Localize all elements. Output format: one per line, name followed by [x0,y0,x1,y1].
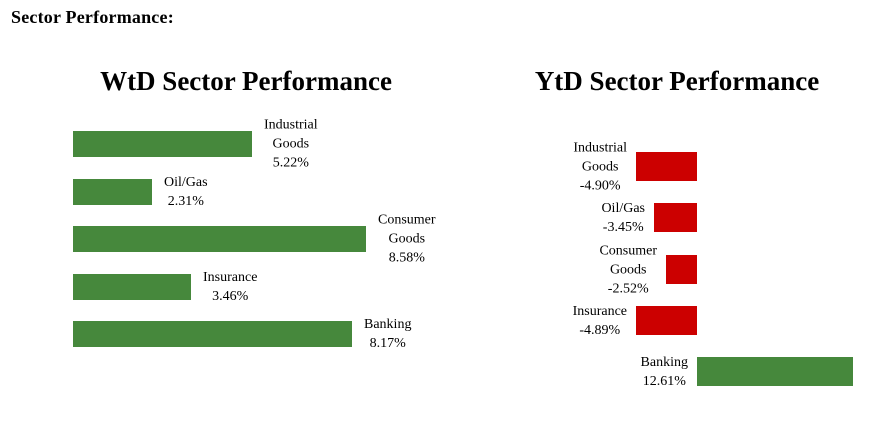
ytd-plot-area: Industrial Goods -4.90% Oil/Gas -3.45% Consum… [436,140,872,422]
category-line: Banking [640,354,688,370]
value-label-oil-gas: 2.31% [167,194,204,209]
value-label-consumer-goods: 8.58% [388,250,425,266]
ytd-sector-performance-chart: YtD Sector Performance Industrial Goods -4… [436,0,872,428]
bar-label-oil-gas: Oil/Gas 2.31% [164,173,208,211]
category-line: Goods [609,262,647,277]
bar-label-insurance: Insurance 3.46% [203,268,257,306]
wtd-sector-performance-chart: WtD Sector Performance Industrial Goods 5.… [0,66,436,401]
category-line: Consumer [378,212,436,228]
wtd-plot-area: Industrial Goods 5.22% Oil/Gas 2.31% Consumer… [0,118,436,401]
category-line: Goods [581,159,619,174]
bar-label-consumer-goods: Consumer Goods -2.52% [599,241,657,298]
bar-oil-gas [73,179,152,205]
bar-industrial-goods [73,131,252,157]
category-line: Consumer [599,243,657,258]
wtd-chart-title: WtD Sector Performance [100,66,392,96]
bar-insurance [636,306,697,335]
bar-label-industrial-goods: Industrial Goods 5.22% [264,116,318,173]
bar-consumer-goods [73,226,366,252]
bar-label-banking: Banking 8.17% [364,315,411,353]
value-label-oil-gas: -3.45% [602,219,644,235]
bar-banking [73,321,352,347]
category-line: Oil/Gas [164,175,208,190]
category-line: Industrial [264,117,318,133]
bar-oil-gas [654,203,697,232]
category-line: Industrial [573,140,627,155]
value-label-insurance: 3.46% [212,289,249,304]
category-line: Goods [388,231,426,247]
bar-label-industrial-goods: Industrial Goods -4.90% [573,138,627,195]
value-label-consumer-goods: -2.52% [607,281,649,296]
value-label-industrial-goods: -4.90% [579,178,621,193]
bar-insurance [73,274,191,300]
bar-label-banking: Banking 12.61% [641,353,688,391]
bar-consumer-goods [666,255,697,284]
category-line: Insurance [572,303,627,319]
value-label-insurance: -4.89% [579,322,621,338]
category-line: Banking [364,317,412,332]
value-label-industrial-goods: 5.22% [272,155,309,171]
bar-industrial-goods [636,152,697,181]
value-label-banking: 12.61% [642,373,686,389]
value-label-banking: 8.17% [369,336,406,351]
page-title: Sector Performance: [11,7,174,27]
category-line: Insurance [203,270,258,285]
bar-label-insurance: Insurance -4.89% [573,302,627,340]
category-line: Oil/Gas [601,200,645,216]
bar-label-consumer-goods: Consumer Goods 8.58% [378,211,436,268]
ytd-chart-title: YtD Sector Performance [534,66,820,96]
category-line: Goods [272,136,310,152]
bar-banking [697,357,853,386]
bar-label-oil-gas: Oil/Gas -3.45% [601,199,645,237]
